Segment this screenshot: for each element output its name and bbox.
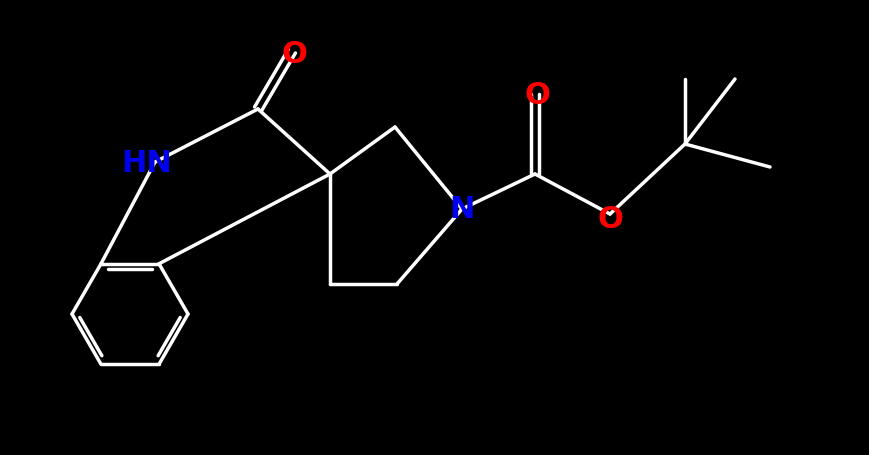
Text: O: O bbox=[281, 40, 307, 68]
Text: O: O bbox=[523, 81, 549, 109]
Text: O: O bbox=[596, 205, 622, 234]
Text: HN: HN bbox=[122, 148, 172, 177]
Text: N: N bbox=[448, 195, 474, 224]
